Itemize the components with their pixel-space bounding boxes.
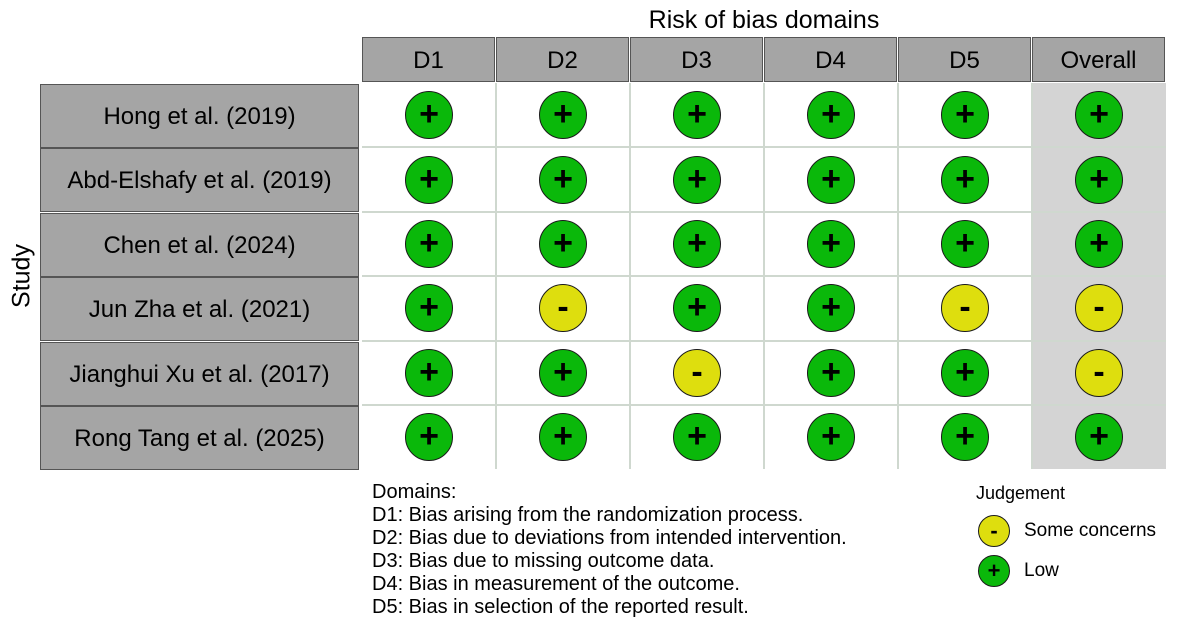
low-risk-icon: + xyxy=(673,220,721,268)
study-label: Jun Zha et al. (2021) xyxy=(40,277,359,342)
some-concerns-icon: - xyxy=(1075,348,1123,397)
domain-item: D5: Bias in selection of the reported re… xyxy=(372,596,749,618)
low-risk-icon: + xyxy=(978,555,1010,587)
legend-item-low: + Low xyxy=(978,555,1059,587)
low-risk-icon: + xyxy=(539,413,587,462)
study-label: Hong et al. (2019) xyxy=(40,84,359,148)
low-risk-icon: + xyxy=(1075,220,1123,268)
low-risk-icon: + xyxy=(941,155,989,204)
low-risk-icon: + xyxy=(539,220,587,268)
grid-hline xyxy=(362,210,1166,213)
low-risk-icon: + xyxy=(405,284,453,333)
low-risk-icon: + xyxy=(405,348,453,397)
some-concerns-icon: - xyxy=(941,284,989,333)
low-risk-icon: + xyxy=(405,413,453,462)
low-risk-icon: + xyxy=(807,348,855,397)
low-risk-icon: + xyxy=(405,220,453,268)
legend-title: Judgement xyxy=(976,483,1066,503)
some-concerns-icon: - xyxy=(539,284,587,333)
grid-hline xyxy=(362,339,1166,342)
study-label: Jianghui Xu et al. (2017) xyxy=(40,341,359,406)
low-risk-icon: + xyxy=(673,155,721,204)
column-header-d5: D5 xyxy=(898,37,1031,82)
legend-label-some: Some concerns xyxy=(1024,520,1157,541)
grid-hline xyxy=(362,404,1166,406)
chart-title: Risk of bias domains xyxy=(648,6,880,34)
low-risk-icon: + xyxy=(807,220,855,268)
low-risk-icon: + xyxy=(941,413,989,462)
low-risk-icon: + xyxy=(673,413,721,462)
low-risk-icon: + xyxy=(405,155,453,204)
low-risk-icon: + xyxy=(807,284,855,333)
low-risk-icon: + xyxy=(941,91,989,140)
domains-key: Domains: D1: Bias arising from the rando… xyxy=(372,481,847,619)
low-risk-icon: + xyxy=(539,348,587,397)
low-risk-icon: + xyxy=(941,348,989,397)
grid-hline xyxy=(362,275,1166,278)
low-risk-icon: + xyxy=(405,91,453,140)
domain-item: D2: Bias due to deviations from intended… xyxy=(372,527,847,549)
low-risk-icon: + xyxy=(807,91,855,140)
some-concerns-icon: - xyxy=(978,515,1010,547)
study-label: Rong Tang et al. (2025) xyxy=(40,406,359,470)
column-header-d2: D2 xyxy=(496,37,629,82)
study-label: Chen et al. (2024) xyxy=(40,212,359,277)
low-risk-icon: + xyxy=(807,155,855,204)
low-risk-icon: + xyxy=(1075,155,1123,204)
domain-item: D4: Bias in measurement of the outcome. xyxy=(372,573,740,595)
domain-item: D3: Bias due to missing outcome data. xyxy=(372,550,715,572)
column-header-d4: D4 xyxy=(764,37,897,82)
some-concerns-icon: - xyxy=(1075,284,1123,333)
some-concerns-icon: - xyxy=(673,348,721,397)
low-risk-icon: + xyxy=(539,155,587,204)
y-axis-label: Study xyxy=(7,244,36,308)
low-risk-icon: + xyxy=(1075,413,1123,462)
legend-label-low: Low xyxy=(1024,560,1059,581)
low-risk-icon: + xyxy=(673,284,721,333)
column-header-d3: D3 xyxy=(630,37,763,82)
low-risk-icon: + xyxy=(673,91,721,140)
column-header-overall: Overall xyxy=(1032,37,1165,82)
low-risk-icon: + xyxy=(1075,91,1123,140)
low-risk-icon: + xyxy=(941,220,989,268)
low-risk-icon: + xyxy=(807,413,855,462)
grid-hline xyxy=(362,146,1166,149)
study-label: Abd-Elshafy et al. (2019) xyxy=(40,148,359,213)
legend-item-some: - Some concerns xyxy=(978,515,1156,547)
low-risk-icon: + xyxy=(539,91,587,140)
column-header-d1: D1 xyxy=(362,37,495,82)
domains-heading: Domains: xyxy=(372,481,457,503)
domain-item: D1: Bias arising from the randomization … xyxy=(372,504,804,526)
